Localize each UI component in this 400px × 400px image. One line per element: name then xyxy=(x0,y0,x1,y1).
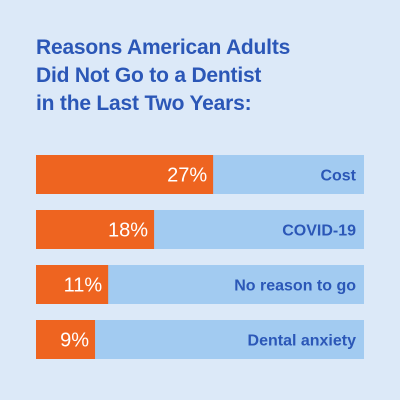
chart-title-line: in the Last Two Years: xyxy=(36,92,252,115)
chart-title: Reasons American Adults Did Not Go to a … xyxy=(36,34,376,118)
bar-value-label: 27% xyxy=(167,165,207,187)
chart-title-line: Did Not Go to a Dentist xyxy=(36,64,262,87)
bar-category-label: Cost xyxy=(320,168,356,185)
bar-category-label: Dental anxiety xyxy=(248,333,357,350)
bar-category-label: No reason to go xyxy=(234,278,356,295)
bar-value-label: 9% xyxy=(60,330,89,352)
bar-category-label: COVID-19 xyxy=(282,223,356,240)
bar-fill xyxy=(36,265,109,304)
bar-fill xyxy=(36,210,155,249)
chart-title-line: Reasons American Adults xyxy=(36,36,291,59)
bar-value-label: 11% xyxy=(64,275,103,297)
bar-fill xyxy=(36,320,96,359)
bar-value-label: 18% xyxy=(108,220,148,242)
bar-fill xyxy=(36,155,214,194)
